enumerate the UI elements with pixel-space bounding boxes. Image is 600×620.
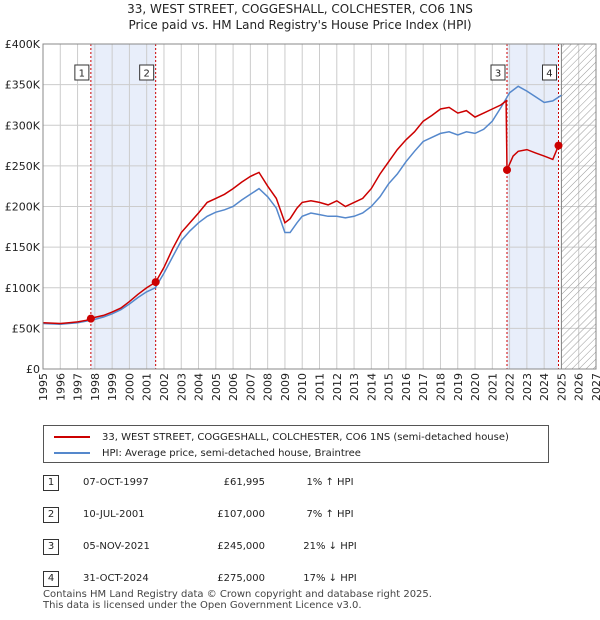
legend-item-property: 33, WEST STREET, COGGESHALL, COLCHESTER,…: [54, 430, 509, 444]
x-tick-label: 1998: [89, 373, 102, 401]
table-row: 4 31-OCT-2024 £275,000 17% ↓ HPI: [43, 571, 403, 587]
transaction-hpi-diff: 17% ↓ HPI: [303, 573, 357, 584]
transaction-point: [151, 278, 160, 287]
chart-title-address: 33, WEST STREET, COGGESHALL, COLCHESTER,…: [127, 2, 473, 16]
x-tick-label: 2017: [417, 373, 430, 401]
x-tick-label: 2003: [175, 373, 188, 401]
attribution-footer: Contains HM Land Registry data © Crown c…: [43, 589, 432, 611]
x-tick-label: 1996: [54, 373, 67, 401]
x-tick-label: 2016: [400, 373, 413, 401]
x-tick-label: 2020: [469, 373, 482, 401]
x-tick-label: 2024: [538, 373, 551, 401]
transaction-label-box: [139, 64, 155, 81]
transaction-point: [86, 314, 95, 323]
x-tick-label: 2027: [590, 373, 600, 401]
y-tick-label: £200K: [5, 201, 41, 214]
y-tick-label: £250K: [5, 160, 41, 173]
transaction-date: 07-OCT-1997: [83, 477, 149, 488]
table-row: 2 10-JUL-2001 £107,000 7% ↑ HPI: [43, 507, 403, 523]
forecast-hatch-area: [561, 44, 596, 369]
transaction-price: £245,000: [217, 541, 265, 552]
transaction-price: £107,000: [217, 509, 265, 520]
x-tick-label: 2022: [504, 373, 517, 401]
transaction-label: 4: [546, 69, 552, 80]
x-tick-label: 1997: [72, 373, 85, 401]
property-price-line: [42, 99, 562, 325]
x-tick-label: 2008: [262, 373, 275, 401]
transaction-point: [503, 165, 512, 174]
x-tick-label: 2000: [123, 373, 136, 401]
x-tick-label: 2001: [141, 373, 154, 401]
transaction-hpi-diff: 1% ↑ HPI: [306, 477, 354, 488]
x-tick-label: 2012: [331, 373, 344, 401]
x-tick-label: 2014: [365, 373, 378, 401]
x-tick-label: 2019: [452, 373, 465, 401]
x-tick-label: 2023: [521, 373, 534, 401]
x-tick-label: 2013: [348, 373, 361, 401]
transaction-label: 3: [495, 69, 501, 80]
transaction-label-box: [490, 64, 506, 81]
chart-legend: 33, WEST STREET, COGGESHALL, COLCHESTER,…: [43, 425, 549, 463]
transaction-label: 2: [143, 69, 149, 80]
y-tick-label: £100K: [5, 282, 41, 295]
x-tick-label: 2010: [296, 373, 309, 401]
y-tick-label: £50K: [12, 322, 41, 335]
x-tick-label: 2011: [314, 373, 327, 401]
transaction-label-box: [74, 64, 90, 81]
transaction-price: £275,000: [217, 573, 265, 584]
transaction-date: 10-JUL-2001: [83, 509, 145, 520]
x-tick-label: 2026: [573, 373, 586, 401]
legend-item-hpi: HPI: Average price, semi-detached house,…: [54, 446, 361, 460]
hpi-line: [42, 85, 562, 326]
legend-swatch-property: [54, 436, 90, 438]
transaction-label-box: [541, 64, 557, 81]
y-tick-label: £300K: [5, 119, 41, 132]
x-tick-label: 2007: [244, 373, 257, 401]
transaction-price: £61,995: [223, 477, 265, 488]
x-tick-label: 2009: [279, 373, 292, 401]
legend-swatch-hpi: [54, 452, 90, 454]
x-tick-label: 2002: [158, 373, 171, 401]
transaction-hpi-diff: 7% ↑ HPI: [306, 509, 354, 520]
y-tick-label: £400K: [5, 38, 41, 51]
x-tick-label: 2021: [486, 373, 499, 401]
footer-copyright: Contains HM Land Registry data © Crown c…: [43, 589, 432, 600]
transaction-label: 1: [79, 69, 85, 80]
table-row: 3 05-NOV-2021 £245,000 21% ↓ HPI: [43, 539, 403, 555]
x-tick-label: 2006: [227, 373, 240, 401]
plot-frame: [42, 43, 597, 370]
x-tick-label: 2015: [383, 373, 396, 401]
transaction-point: [554, 141, 563, 150]
transaction-number: 3: [43, 539, 59, 555]
price-chart: 1 2 3 4 £0 £50K £100K £150K £200K £250K £300K £350…: [5, 38, 600, 401]
chart-title-subtitle: Price paid vs. HM Land Registry's House …: [128, 18, 472, 32]
y-tick-label: £350K: [5, 79, 41, 92]
footer-licence: This data is licensed under the Open Gov…: [43, 600, 362, 611]
table-row: 1 07-OCT-1997 £61,995 1% ↑ HPI: [43, 475, 403, 491]
transaction-number: 4: [43, 571, 59, 587]
transaction-number: 2: [43, 507, 59, 523]
x-tick-label: 2018: [434, 373, 447, 401]
x-tick-label: 2025: [555, 373, 568, 401]
x-tick-label: 1995: [37, 373, 50, 401]
transaction-date: 31-OCT-2024: [83, 573, 149, 584]
legend-label-hpi: HPI: Average price, semi-detached house,…: [102, 447, 361, 459]
x-tick-label: 1999: [106, 373, 119, 401]
x-tick-label: 2005: [210, 373, 223, 401]
transaction-number: 1: [43, 475, 59, 491]
y-tick-label: £150K: [5, 241, 41, 254]
transaction-date: 05-NOV-2021: [83, 541, 150, 552]
y-tick-label: £0: [26, 363, 40, 376]
transaction-hpi-diff: 21% ↓ HPI: [303, 541, 357, 552]
x-tick-label: 2004: [193, 373, 206, 401]
legend-label-property: 33, WEST STREET, COGGESHALL, COLCHESTER,…: [102, 431, 509, 443]
